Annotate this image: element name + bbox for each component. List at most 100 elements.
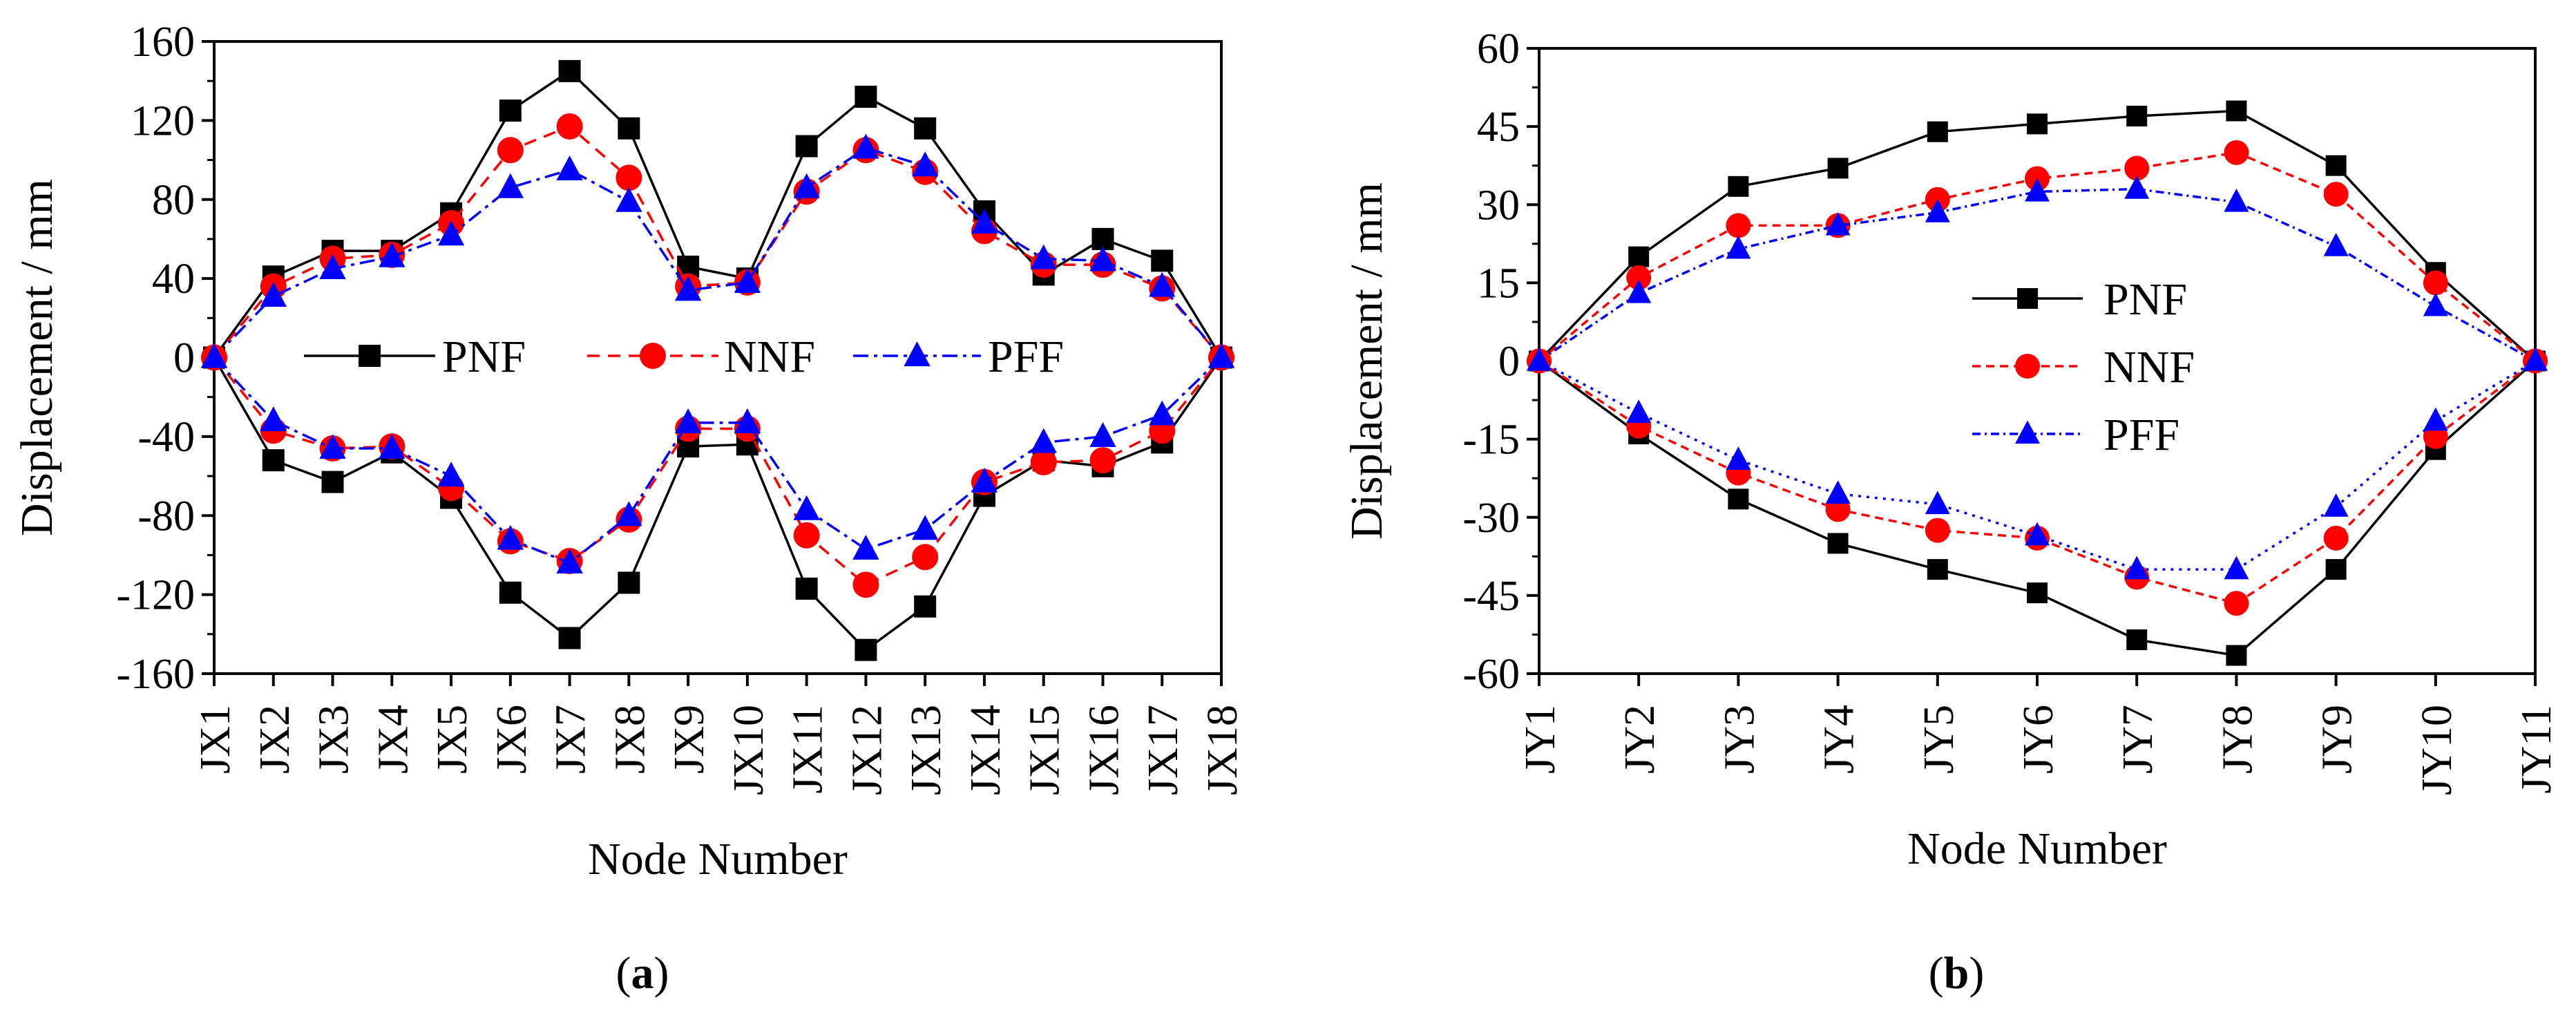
data-point — [795, 578, 818, 600]
y-tick-label: 120 — [131, 97, 195, 144]
legend-marker — [904, 341, 931, 367]
data-point — [914, 595, 937, 618]
x-tick-label: JX18 — [1199, 705, 1246, 795]
y-tick-label: 0 — [173, 335, 195, 382]
series-pff-upper — [1527, 175, 2548, 371]
data-point — [795, 135, 818, 158]
data-point — [2325, 559, 2347, 580]
data-point — [855, 638, 877, 661]
data-point — [914, 117, 937, 140]
data-point — [497, 524, 524, 550]
data-point — [1825, 211, 1851, 236]
x-tick-label: JY8 — [2214, 705, 2261, 774]
data-point — [2224, 555, 2249, 580]
data-point — [2323, 493, 2349, 517]
data-point — [2224, 188, 2249, 212]
legend: PNF NNF PFF — [1972, 274, 2195, 460]
data-point — [2027, 113, 2048, 135]
x-tick-label: JX10 — [725, 705, 772, 795]
x-tick-label: JY2 — [1616, 705, 1663, 774]
data-point — [379, 434, 406, 459]
x-tick-label: JX13 — [903, 705, 950, 795]
data-point — [437, 220, 465, 246]
caption-letter: a — [631, 948, 654, 998]
series-line — [213, 357, 1223, 652]
data-point — [1827, 533, 1849, 554]
x-tick-label: JX3 — [311, 705, 358, 774]
x-tick-label: JY6 — [2015, 705, 2062, 774]
data-point — [2124, 555, 2150, 580]
data-point — [1089, 447, 1116, 474]
y-tick-label: -80 — [137, 493, 195, 540]
data-point — [1726, 446, 1751, 470]
data-point — [2423, 407, 2448, 431]
data-point — [2423, 292, 2448, 316]
data-point — [1626, 265, 1652, 290]
caption-open: ( — [1929, 948, 1944, 998]
data-point — [971, 209, 998, 234]
x-tick-label: JX1 — [192, 705, 239, 774]
x-tick-label: JX15 — [1022, 705, 1069, 795]
data-point — [499, 581, 522, 604]
chart-panel-b: 60 45 30 15 0 -15 -30 -45 -60 JY1 JY2 JY3 JY4 JY5 JY6 J… — [1342, 26, 2560, 998]
data-point — [616, 187, 642, 212]
legend-label: NNF — [724, 332, 815, 382]
data-point — [2423, 270, 2448, 296]
data-point — [1030, 244, 1057, 269]
data-point — [2025, 178, 2050, 202]
data-point — [1208, 343, 1235, 368]
data-point — [855, 86, 877, 108]
x-tick-label: JY1 — [1517, 705, 1564, 774]
data-point — [556, 113, 583, 140]
series-pnf-lower — [1529, 350, 2546, 666]
data-point — [2226, 100, 2247, 122]
y-tick-label: -60 — [1462, 651, 1520, 698]
data-point — [497, 137, 524, 164]
data-point — [852, 535, 879, 560]
legend-marker — [2015, 420, 2040, 444]
series-line — [213, 69, 1223, 359]
series-nnf-upper — [1527, 140, 2548, 374]
data-point — [1626, 279, 1652, 303]
data-point — [793, 522, 820, 549]
data-point — [379, 242, 406, 267]
data-point — [852, 571, 879, 598]
series-line — [1538, 360, 2537, 657]
y-tick-label: 60 — [1477, 26, 1520, 73]
series-line — [213, 124, 1223, 359]
data-point — [1626, 399, 1652, 424]
legend: PNF NNF PFF — [304, 332, 1064, 382]
data-point — [734, 408, 761, 433]
x-tick-label: JX7 — [548, 705, 595, 774]
legend-label: PNF — [442, 332, 526, 382]
data-point — [1628, 246, 1650, 267]
data-point — [618, 571, 640, 594]
x-tick-label: JX16 — [1080, 705, 1127, 795]
y-tick-label: 30 — [1477, 182, 1520, 229]
y-tick-label: -15 — [1462, 417, 1520, 464]
series-line — [213, 357, 1223, 587]
data-point — [558, 627, 581, 649]
y-tick-label: 40 — [152, 256, 195, 303]
data-point — [852, 133, 879, 159]
x-tick-label: JX17 — [1140, 705, 1187, 795]
x-tick-label: JX8 — [607, 705, 653, 774]
data-point — [616, 501, 642, 526]
x-axis-title: Node Number — [588, 834, 848, 884]
x-tick-label: JY4 — [1816, 705, 1863, 774]
x-tick-label: JX14 — [962, 705, 1009, 795]
x-tick-label: JX5 — [429, 705, 476, 774]
x-tick-label: JX12 — [843, 705, 890, 795]
x-axis-title: Node Number — [1907, 824, 2167, 874]
x-tick-label: JX4 — [370, 705, 417, 774]
x-tick-label: JY9 — [2314, 705, 2361, 774]
x-tick-label: JY10 — [2414, 705, 2461, 795]
y-tick-label: 160 — [131, 19, 195, 66]
legend-label: NNF — [2103, 342, 2195, 392]
x-tick-label: JY5 — [1916, 705, 1963, 774]
data-point — [1925, 199, 1950, 222]
y-tick-label: 0 — [1498, 339, 1520, 386]
data-point — [734, 268, 761, 293]
data-point — [1825, 480, 1851, 504]
data-point — [1726, 213, 1751, 238]
